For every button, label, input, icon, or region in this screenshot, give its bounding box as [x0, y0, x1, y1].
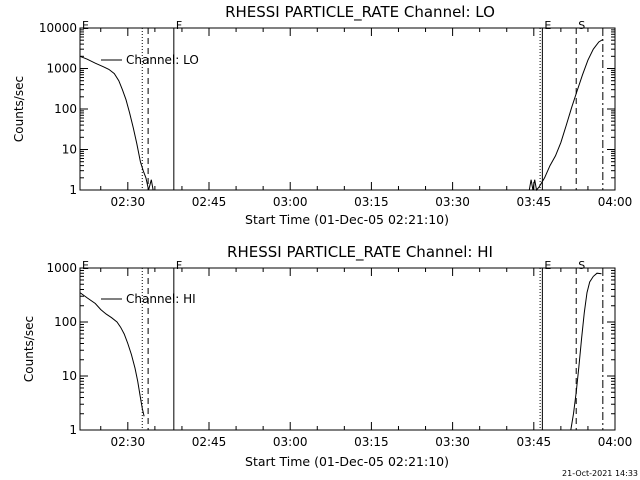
y-axis-label-text: Counts/sec [12, 76, 26, 142]
chart-title: RHESSI PARTICLE_RATE Channel: HI [227, 243, 493, 262]
event-marker-label: E [544, 19, 551, 32]
x-tick-label: 03:45 [517, 195, 552, 209]
event-marker-label: E [544, 259, 551, 272]
event-marker-label: E [82, 19, 89, 32]
chart-panel-lo: RHESSI PARTICLE_RATE Channel: LO Counts/… [12, 3, 632, 227]
x-ticks: 02:30 02:45 03:00 03:15 03:30 03:45 04:00 [100, 268, 633, 449]
legend: Channel: LO [101, 53, 199, 67]
legend-label: Channel: HI [126, 292, 196, 306]
x-tick-label: 03:00 [273, 195, 308, 209]
y-axis-label-text: Counts/sec [22, 316, 36, 382]
series-line [79, 292, 145, 417]
chart-title: RHESSI PARTICLE_RATE Channel: LO [225, 3, 495, 22]
x-tick-label: 04:00 [598, 435, 633, 449]
event-marker-label: S [578, 259, 585, 272]
y-tick-label: 1 [69, 423, 77, 437]
x-tick-label: 03:30 [435, 435, 470, 449]
data-series [79, 39, 604, 192]
x-tick-label: 04:00 [598, 195, 633, 209]
event-marker-label: S [578, 19, 585, 32]
x-ticks: 02:30 02:45 03:00 03:15 03:30 03:45 04:00 [100, 28, 633, 209]
x-tick-label: 03:00 [273, 435, 308, 449]
timestamp: 21-Oct-2021 14:33 [562, 469, 638, 478]
y-ticks: 1 10 100 1000 10000 [39, 21, 615, 197]
legend-label: Channel: LO [126, 53, 199, 67]
y-tick-label: 1 [69, 183, 77, 197]
y-tick-label: 100 [54, 315, 77, 329]
series-line [528, 39, 604, 192]
x-tick-label: 03:15 [354, 435, 389, 449]
y-tick-label: 10000 [39, 21, 77, 35]
x-tick-label: 02:30 [111, 195, 146, 209]
event-marker-label: F [176, 259, 182, 272]
x-tick-label: 03:45 [517, 435, 552, 449]
chart-panel-hi: RHESSI PARTICLE_RATE Channel: HI Counts/… [22, 243, 632, 469]
y-tick-label: 100 [54, 102, 77, 116]
series-line [570, 272, 602, 431]
x-tick-label: 03:30 [435, 195, 470, 209]
y-tick-label: 10 [62, 143, 77, 157]
y-tick-label: 1000 [46, 62, 77, 76]
x-tick-label: 02:30 [111, 435, 146, 449]
x-tick-label: 02:45 [192, 435, 227, 449]
x-axis-label: Start Time (01-Dec-05 02:21:10) [245, 454, 449, 469]
y-tick-label: 1000 [46, 261, 77, 275]
data-series [79, 272, 602, 431]
y-tick-label: 10 [62, 369, 77, 383]
y-ticks: 1 10 100 1000 [46, 261, 615, 437]
y-axis-label: Counts/sec [12, 76, 26, 142]
event-marker-label: F [176, 19, 182, 32]
event-marker-label: E [82, 259, 89, 272]
series-line [79, 55, 154, 191]
legend: Channel: HI [101, 292, 196, 306]
x-axis-label: Start Time (01-Dec-05 02:21:10) [245, 212, 449, 227]
y-axis-label: Counts/sec [22, 316, 36, 382]
x-tick-label: 03:15 [354, 195, 389, 209]
x-tick-label: 02:45 [192, 195, 227, 209]
